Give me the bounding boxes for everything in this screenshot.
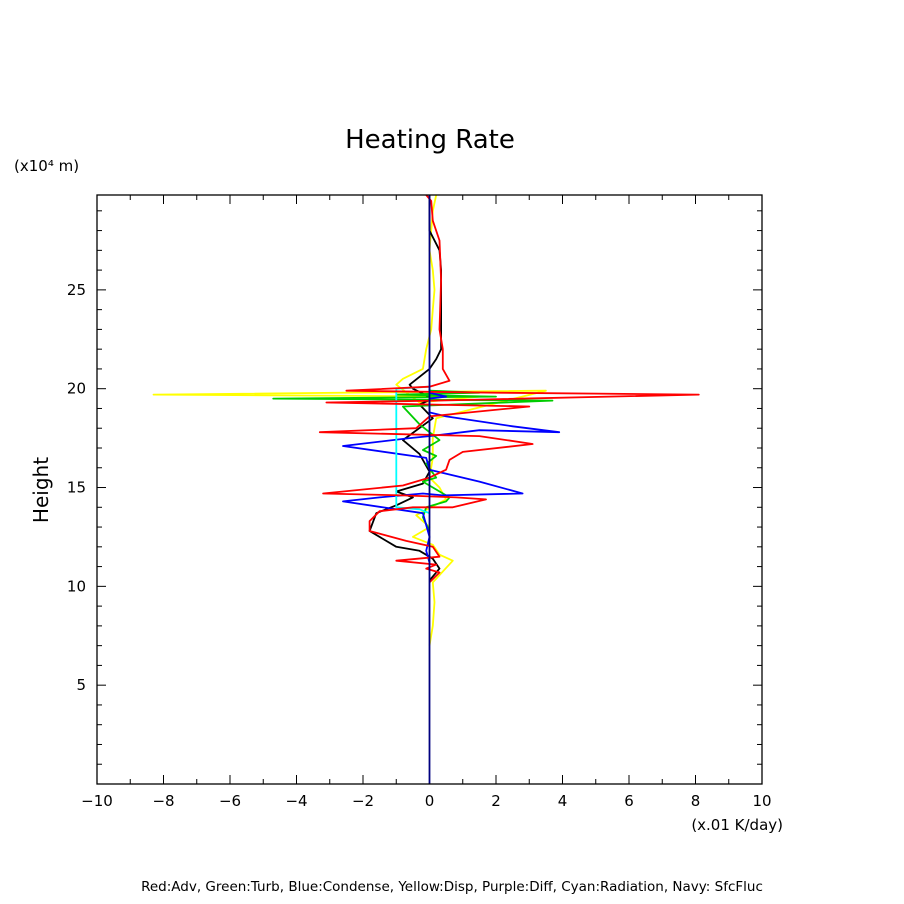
series-line (368, 195, 443, 581)
x-tick-label: 10 (752, 792, 771, 810)
x-tick-label: −8 (152, 792, 174, 810)
x-tick-label: 0 (425, 792, 435, 810)
x-tick-label: −4 (285, 792, 307, 810)
x-tick-label: −10 (81, 792, 113, 810)
chart-title: Heating Rate (345, 125, 515, 155)
series-line (272, 389, 554, 532)
x-axis-label: (x.01 K/day) (691, 816, 783, 834)
series-line (152, 194, 547, 646)
y-tick-label: 25 (67, 281, 86, 299)
plot-frame (96, 194, 763, 785)
x-tick-label: 4 (558, 792, 568, 810)
x-tick-label: 8 (691, 792, 701, 810)
y-tick-label: 10 (67, 577, 86, 595)
x-tick-label: −6 (219, 792, 241, 810)
y-unit-label: (x10⁴ m) (14, 157, 79, 175)
axis-ticks: −10 −8 −6 −4 −2 0 2 4 6 8 10 5 10 15 20 25 (67, 195, 772, 810)
y-tick-label: 15 (67, 479, 86, 497)
x-tick-label: −2 (352, 792, 374, 810)
y-axis-label: Height (29, 457, 53, 523)
x-tick-label: 2 (491, 792, 501, 810)
y-tick-label: 5 (76, 676, 86, 694)
legend-text: Red:Adv, Green:Turb, Blue:Condense, Yell… (141, 879, 763, 895)
y-tick-label: 20 (67, 380, 86, 398)
series-line (318, 194, 700, 584)
x-tick-label: 6 (624, 792, 634, 810)
series-layer (152, 194, 700, 784)
